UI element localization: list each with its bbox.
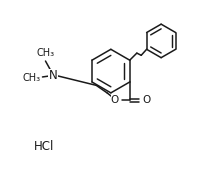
- Text: HCl: HCl: [34, 140, 54, 153]
- Text: CH₃: CH₃: [37, 48, 55, 58]
- Text: O: O: [111, 95, 119, 105]
- Text: O: O: [142, 95, 150, 105]
- Text: N: N: [49, 69, 57, 82]
- Text: CH₃: CH₃: [22, 73, 40, 83]
